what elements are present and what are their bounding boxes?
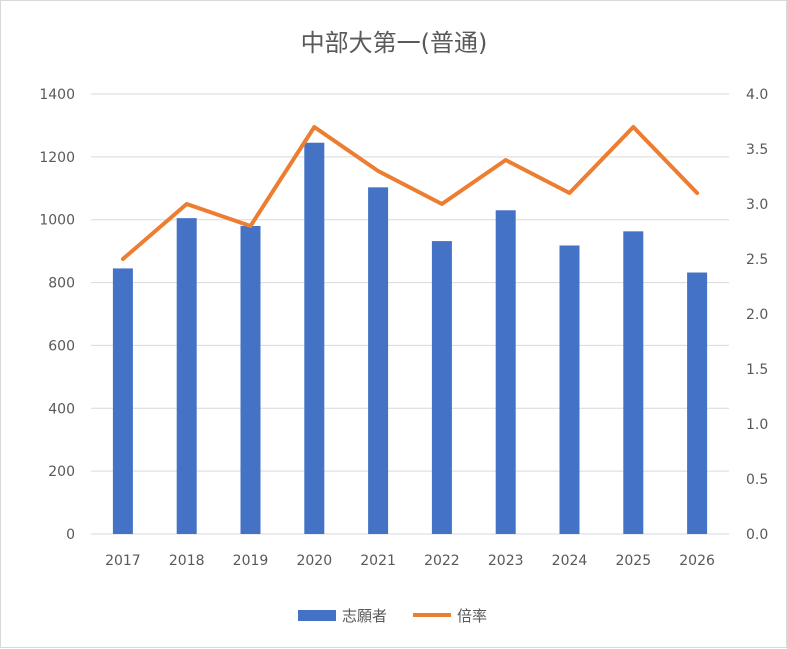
y-left-tick-label: 400 [48, 401, 75, 417]
y-axis-right-ticks: 0.0 0.5 1.0 1.5 2.0 2.5 3.0 3.5 4.0 [746, 87, 768, 543]
x-tick-label: 2021 [360, 553, 396, 569]
x-tick-label: 2020 [296, 553, 332, 569]
y-right-tick-label: 0.0 [746, 527, 768, 543]
y-axis-left-ticks: 0 200 400 600 800 1000 1200 1400 [39, 87, 75, 543]
y-right-tick-label: 4.0 [746, 87, 768, 103]
x-tick-label: 2026 [679, 553, 715, 569]
bar [112, 268, 133, 534]
x-axis-ticks: 2017 2018 2019 2020 2021 2022 2023 2024 2025 2026 [105, 553, 715, 569]
legend-label-line: 倍率 [457, 607, 487, 625]
x-tick-label: 2023 [488, 553, 524, 569]
line-series [120, 125, 700, 261]
bar [687, 272, 708, 534]
y-right-tick-label: 0.5 [746, 472, 768, 488]
bar-series [112, 142, 708, 535]
y-right-tick-label: 2.5 [746, 252, 768, 268]
bar [176, 218, 197, 534]
y-left-tick-label: 600 [48, 338, 75, 354]
gridlines [91, 93, 729, 535]
legend-swatch-bar [298, 610, 336, 621]
y-left-tick-label: 1000 [39, 213, 75, 229]
x-tick-label: 2022 [424, 553, 460, 569]
line-path [120, 125, 700, 261]
x-tick-label: 2024 [552, 553, 588, 569]
y-right-tick-label: 3.5 [746, 142, 768, 158]
y-left-tick-label: 1200 [39, 150, 75, 166]
bar [304, 142, 325, 534]
bar [368, 187, 389, 535]
chart-title: 中部大第一(普通) [301, 29, 488, 57]
legend-label-bar: 志願者 [342, 607, 387, 625]
x-tick-label: 2019 [233, 553, 269, 569]
bar [559, 245, 580, 534]
bar [623, 231, 644, 535]
y-left-tick-label: 1400 [39, 87, 75, 103]
y-left-tick-label: 200 [48, 464, 75, 480]
bar [495, 210, 516, 535]
y-right-tick-label: 3.0 [746, 197, 768, 213]
y-left-tick-label: 800 [48, 276, 75, 292]
x-tick-label: 2017 [105, 553, 141, 569]
legend: 志願者 倍率 [298, 607, 487, 625]
y-right-tick-label: 1.5 [746, 362, 768, 378]
y-right-tick-label: 1.0 [746, 417, 768, 433]
y-right-tick-label: 2.0 [746, 307, 768, 323]
y-left-tick-label: 0 [66, 527, 75, 543]
bar [431, 241, 452, 535]
bar [240, 226, 261, 534]
x-tick-label: 2025 [615, 553, 651, 569]
x-tick-label: 2018 [169, 553, 205, 569]
